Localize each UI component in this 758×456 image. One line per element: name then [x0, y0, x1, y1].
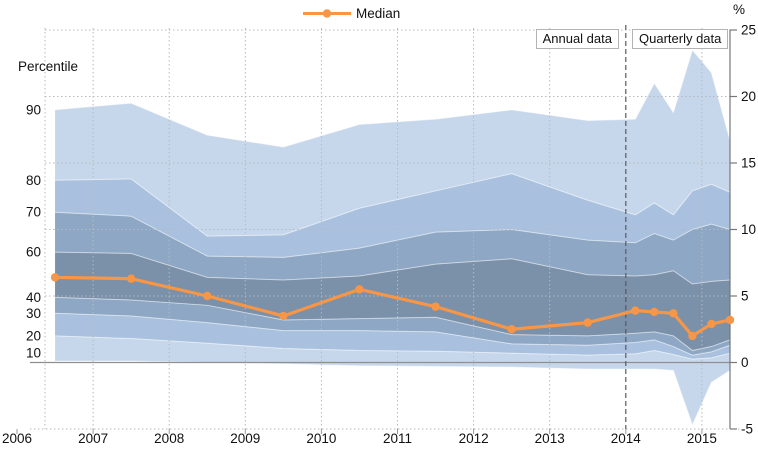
- annual-data-label: Annual data: [535, 29, 619, 49]
- x-tick-label-2006: 2006: [2, 431, 32, 446]
- right-tick-label-25: 25: [741, 23, 756, 38]
- right-tick-label-15: 15: [741, 156, 756, 171]
- right-tick-label-20: 20: [741, 89, 756, 104]
- right-axis-unit-label: %: [733, 2, 746, 17]
- boundary-P20: [55, 335, 731, 360]
- x-tick-label-2007: 2007: [78, 431, 108, 446]
- percentile-label-10: 10: [26, 346, 41, 361]
- median-marker: [669, 309, 678, 318]
- median-marker: [688, 331, 697, 341]
- percentile-label-90: 90: [26, 102, 41, 117]
- boundary-P70: [55, 211, 731, 258]
- x-tick-label-2012: 2012: [459, 431, 489, 446]
- right-tick-label--5: -5: [741, 422, 753, 437]
- boundary-P80: [55, 173, 731, 237]
- boundary-P90: [55, 48, 731, 148]
- boundary-P60: [55, 251, 731, 285]
- band-P60-P70: [55, 212, 731, 285]
- x-tick-label-2009: 2009: [230, 431, 260, 446]
- x-tick-label-2008: 2008: [154, 431, 184, 446]
- percentile-label-40: 40: [26, 290, 41, 305]
- legend-label: Median: [356, 6, 401, 21]
- percentile-label-30: 30: [26, 306, 41, 321]
- median-marker: [631, 306, 640, 315]
- percentile-label-70: 70: [26, 205, 41, 220]
- median-marker: [725, 315, 735, 325]
- median-marker: [355, 285, 364, 294]
- x-tick-label-2015: 2015: [687, 431, 717, 446]
- median-line-icon: [302, 8, 352, 19]
- percentile-label-60: 60: [26, 245, 41, 260]
- median-marker: [583, 318, 592, 327]
- band-P10-P20: [55, 335, 731, 426]
- median-marker: [650, 307, 659, 317]
- percentile-label-80: 80: [26, 173, 41, 188]
- boundary-P10: [55, 360, 731, 427]
- boundary-P40: [55, 296, 731, 352]
- median-marker: [507, 325, 516, 334]
- quarterly-data-label: Quarterly data: [632, 29, 729, 49]
- band-P70-P80: [55, 173, 731, 258]
- right-tick-label-10: 10: [741, 222, 756, 237]
- percentile-label-20: 20: [26, 328, 41, 343]
- x-tick-label-2014: 2014: [611, 431, 642, 446]
- median-marker: [279, 311, 288, 321]
- x-tick-label-2013: 2013: [535, 431, 565, 446]
- median-marker: [126, 274, 136, 283]
- median-marker: [431, 302, 440, 311]
- right-tick-label-5: 5: [741, 289, 749, 304]
- median-marker: [203, 291, 212, 301]
- x-tick-label-2011: 2011: [383, 431, 412, 446]
- median-marker: [707, 319, 716, 329]
- chart-legend: Median: [302, 6, 400, 21]
- x-tick-label-2010: 2010: [306, 431, 336, 446]
- left-axis-title: Percentile: [18, 59, 79, 74]
- band-P30-P40: [55, 297, 731, 356]
- right-tick-label-0: 0: [741, 355, 749, 370]
- band-P80-P90: [55, 49, 731, 237]
- median-marker: [50, 273, 60, 282]
- median-line: [55, 275, 731, 338]
